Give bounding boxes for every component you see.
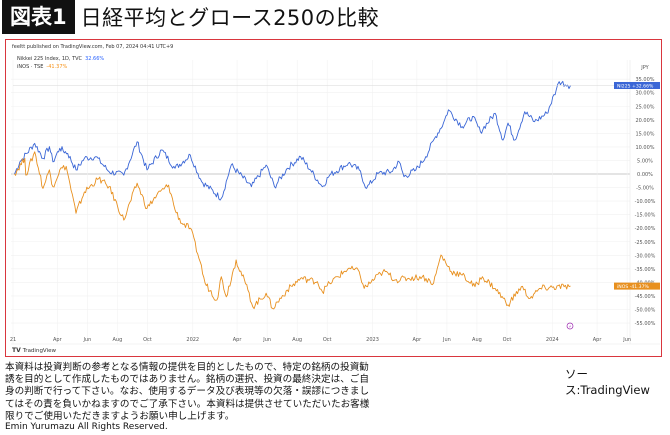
x-tick-label: Aug [472, 337, 482, 343]
line-chart: 35.00% 30.00% 25.00% 20.00% 15.00% 10.00% 5.00… [10, 60, 660, 345]
currency-label: JPY [640, 65, 649, 71]
legend-item-growth[interactable]: iNOS · TSE -41.37% [17, 63, 104, 71]
tv-logo-icon: 𝗧𝗩 [12, 347, 21, 354]
last-value-badge [614, 282, 660, 290]
last-value-badge [614, 81, 660, 89]
y-tick-label: -50.00% [635, 308, 656, 314]
y-tick-label: 0.00% [637, 172, 653, 178]
legend-item-nikkei[interactable]: Nikkei 225 Index, 1D, TVC 32.66% [17, 55, 104, 63]
legend-label: iNOS · TSE [17, 64, 44, 70]
y-tick-label: -15.00% [635, 213, 656, 219]
last-value-label: NI225 +32.66% [617, 83, 654, 89]
title-row: 図表1 日経平均とグロース250の比較 [0, 0, 379, 34]
y-tick-label: 15.00% [635, 131, 654, 137]
x-tick-label: Jun [262, 337, 271, 343]
published-note: feeltt published on TradingView.com, Feb… [12, 44, 174, 50]
y-tick-label: -25.00% [635, 240, 656, 246]
legend-label: Nikkei 225 Index, 1D, TVC [17, 56, 83, 62]
x-tick-label: 2024 [546, 337, 559, 343]
x-tick-label: Apr [593, 337, 603, 343]
y-tick-label: 35.00% [635, 77, 654, 83]
event-marker-icon [566, 322, 574, 330]
page-title: 日経平均とグロース250の比較 [80, 6, 380, 30]
y-tick-label: 30.00% [635, 91, 654, 97]
y-tick-label: 5.00% [637, 158, 653, 164]
x-tick-label: Jun [442, 337, 451, 343]
event-marker-glyph: ⚡ [569, 324, 572, 329]
x-tick-label: Apr [233, 337, 243, 343]
x-tick-label: Aug [113, 337, 123, 343]
chart-frame [5, 39, 662, 357]
y-tick-label: -5.00% [636, 186, 654, 192]
x-tick-label: Oct [143, 337, 152, 343]
x-tick-label: 2023 [366, 337, 379, 343]
x-tick-label: 21 [10, 337, 16, 343]
tradingview-logo[interactable]: 𝗧𝗩 TradingView [12, 347, 56, 354]
copyright: Emin Yurumazu All Rights Reserved. [5, 422, 168, 432]
tv-logo-text: TradingView [22, 348, 56, 354]
y-tick-label: 20.00% [635, 118, 654, 124]
last-value-label: iNOS -41.37% [617, 284, 650, 290]
x-tick-label: 2022 [186, 337, 199, 343]
series-line-inos [14, 151, 571, 310]
chart-legend: Nikkei 225 Index, 1D, TVC 32.66% iNOS · T… [17, 55, 104, 71]
disclaimer: 本資料は投資判断の参考となる情報の提供を目的としたもので、特定の銘柄の投資勧誘を… [5, 362, 370, 422]
x-tick-label: Apr [53, 337, 63, 343]
y-tick-label: -55.00% [635, 321, 656, 327]
x-tick-label: Aug [292, 337, 302, 343]
x-tick-label: Oct [503, 337, 512, 343]
figure-badge: 図表1 [2, 0, 75, 34]
legend-value: -41.37% [46, 64, 68, 70]
source-label: ソース:TradingView [565, 367, 650, 397]
y-tick-label: -10.00% [635, 199, 656, 205]
x-tick-label: Oct [323, 337, 332, 343]
y-tick-label: -30.00% [635, 253, 656, 259]
y-tick-label: -35.00% [635, 267, 656, 273]
series-line-ni225 [14, 80, 571, 201]
y-tick-label: 10.00% [635, 145, 654, 151]
x-tick-label: Jun [622, 337, 631, 343]
legend-value: 32.66% [85, 56, 105, 62]
y-tick-label: -20.00% [635, 226, 656, 232]
x-tick-label: Jun [82, 337, 91, 343]
y-tick-label: 25.00% [635, 104, 654, 110]
x-tick-label: Apr [413, 337, 423, 343]
y-tick-label: -45.00% [635, 294, 656, 300]
